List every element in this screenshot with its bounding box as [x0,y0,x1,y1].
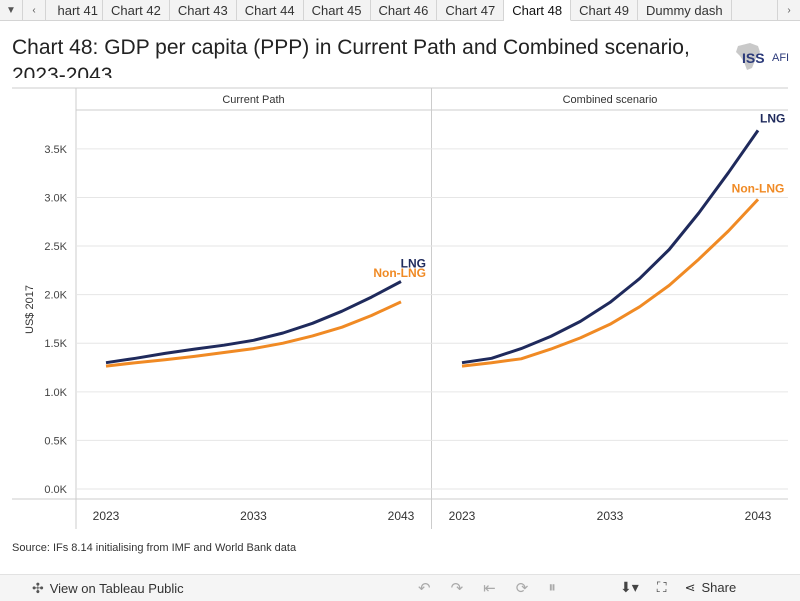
tab-menu-dropdown-icon[interactable]: ▼ [0,0,23,20]
view-on-tableau-label: View on Tableau Public [49,580,184,596]
tab-chart-45[interactable]: Chart 45 [304,0,371,20]
tab-chart-44[interactable]: Chart 44 [237,0,304,20]
series-label-lng: LNG [760,111,785,125]
panel-header-1: Combined scenario [563,94,658,106]
source-note: Source: IFs 8.14 initialising from IMF a… [12,542,297,554]
series-line-lng [105,280,402,365]
x-tick-label: 2043 [388,509,415,523]
chart-title: Chart 48: GDP per capita (PPP) in Curren… [12,36,690,78]
tableau-logo-icon: ✣ [32,579,44,596]
tab-chart-43[interactable]: Chart 43 [170,0,237,20]
redo-icon[interactable]: ↷ [450,580,464,597]
iss-africa-map-icon [736,43,760,70]
series-label-non-lng: Non-LNG [732,181,785,195]
tab-dummy-dash[interactable]: Dummy dash [638,0,732,20]
x-tick-label: 2023 [93,509,120,523]
y-axis-title: US$ 2017 [24,285,36,334]
line-chart: 0.0K 0.5K 1.0K 1.5K 2.0K 2.5K 3.0K 3.5K US$ 2017… [12,87,788,529]
iss-logo: ISS [742,50,765,66]
share-icon: ⋖ [684,579,696,595]
revert-icon[interactable]: ⇤ [483,580,496,597]
x-tick-label: 2033 [240,509,267,523]
sheet-tab-bar: ▼ ‹ hart 41 Chart 42 Chart 43 Chart 44 C… [0,0,800,21]
tab-chart-48[interactable]: Chart 48 [504,0,572,21]
share-button[interactable]: ⋖ Share [685,580,737,596]
tab-chart-42[interactable]: Chart 42 [103,0,170,20]
view-on-tableau-public-link[interactable]: ✣ View on Tableau Public [32,580,184,597]
series-label-lng: LNG [401,257,426,271]
y-tick-label: 2.0K [44,290,67,302]
refresh-icon[interactable]: ⟳ [515,580,529,597]
x-tick-label: 2033 [597,509,624,523]
tab-scroll-left-icon[interactable]: ‹ [23,0,46,20]
series-line-lng [461,129,760,365]
pause-icon[interactable]: ⏸ [548,579,556,596]
x-tick-label: 2043 [745,509,772,523]
y-tick-label: 2.5K [44,241,67,253]
fullscreen-icon[interactable]: ⛶ [656,579,667,595]
series-line-non-lng [461,198,760,368]
share-label: Share [701,580,737,595]
y-tick-label: 1.5K [44,338,67,350]
y-tick-label: 0.0K [44,484,67,496]
tab-chart-47[interactable]: Chart 47 [437,0,505,20]
series-label-non-lng: Non-LNG [373,266,426,280]
tab-chart-49[interactable]: Chart 49 [571,0,638,20]
tab-scroll-right-icon[interactable]: › [777,0,800,20]
y-tick-label: 1.0K [44,387,67,399]
x-tick-label: 2023 [449,509,476,523]
panel-header-0: Current Path [222,94,284,106]
y-tick-label: 0.5K [44,435,67,447]
download-icon[interactable]: ⬇▾ [620,579,639,595]
tab-chart-46[interactable]: Chart 46 [371,0,438,20]
series-line-non-lng [105,300,402,368]
afi-logo: AFI [772,52,790,64]
undo-icon[interactable]: ↶ [418,580,431,597]
y-tick-label: 3.5K [44,144,67,156]
tab-chart-41[interactable]: hart 41 [46,0,103,20]
y-tick-label: 3.0K [44,192,67,204]
tableau-toolbar: ✣ View on Tableau Public ↶ ↷ ⇤ ⟳ ⏸ ⬇▾ ⛶ … [0,574,800,601]
